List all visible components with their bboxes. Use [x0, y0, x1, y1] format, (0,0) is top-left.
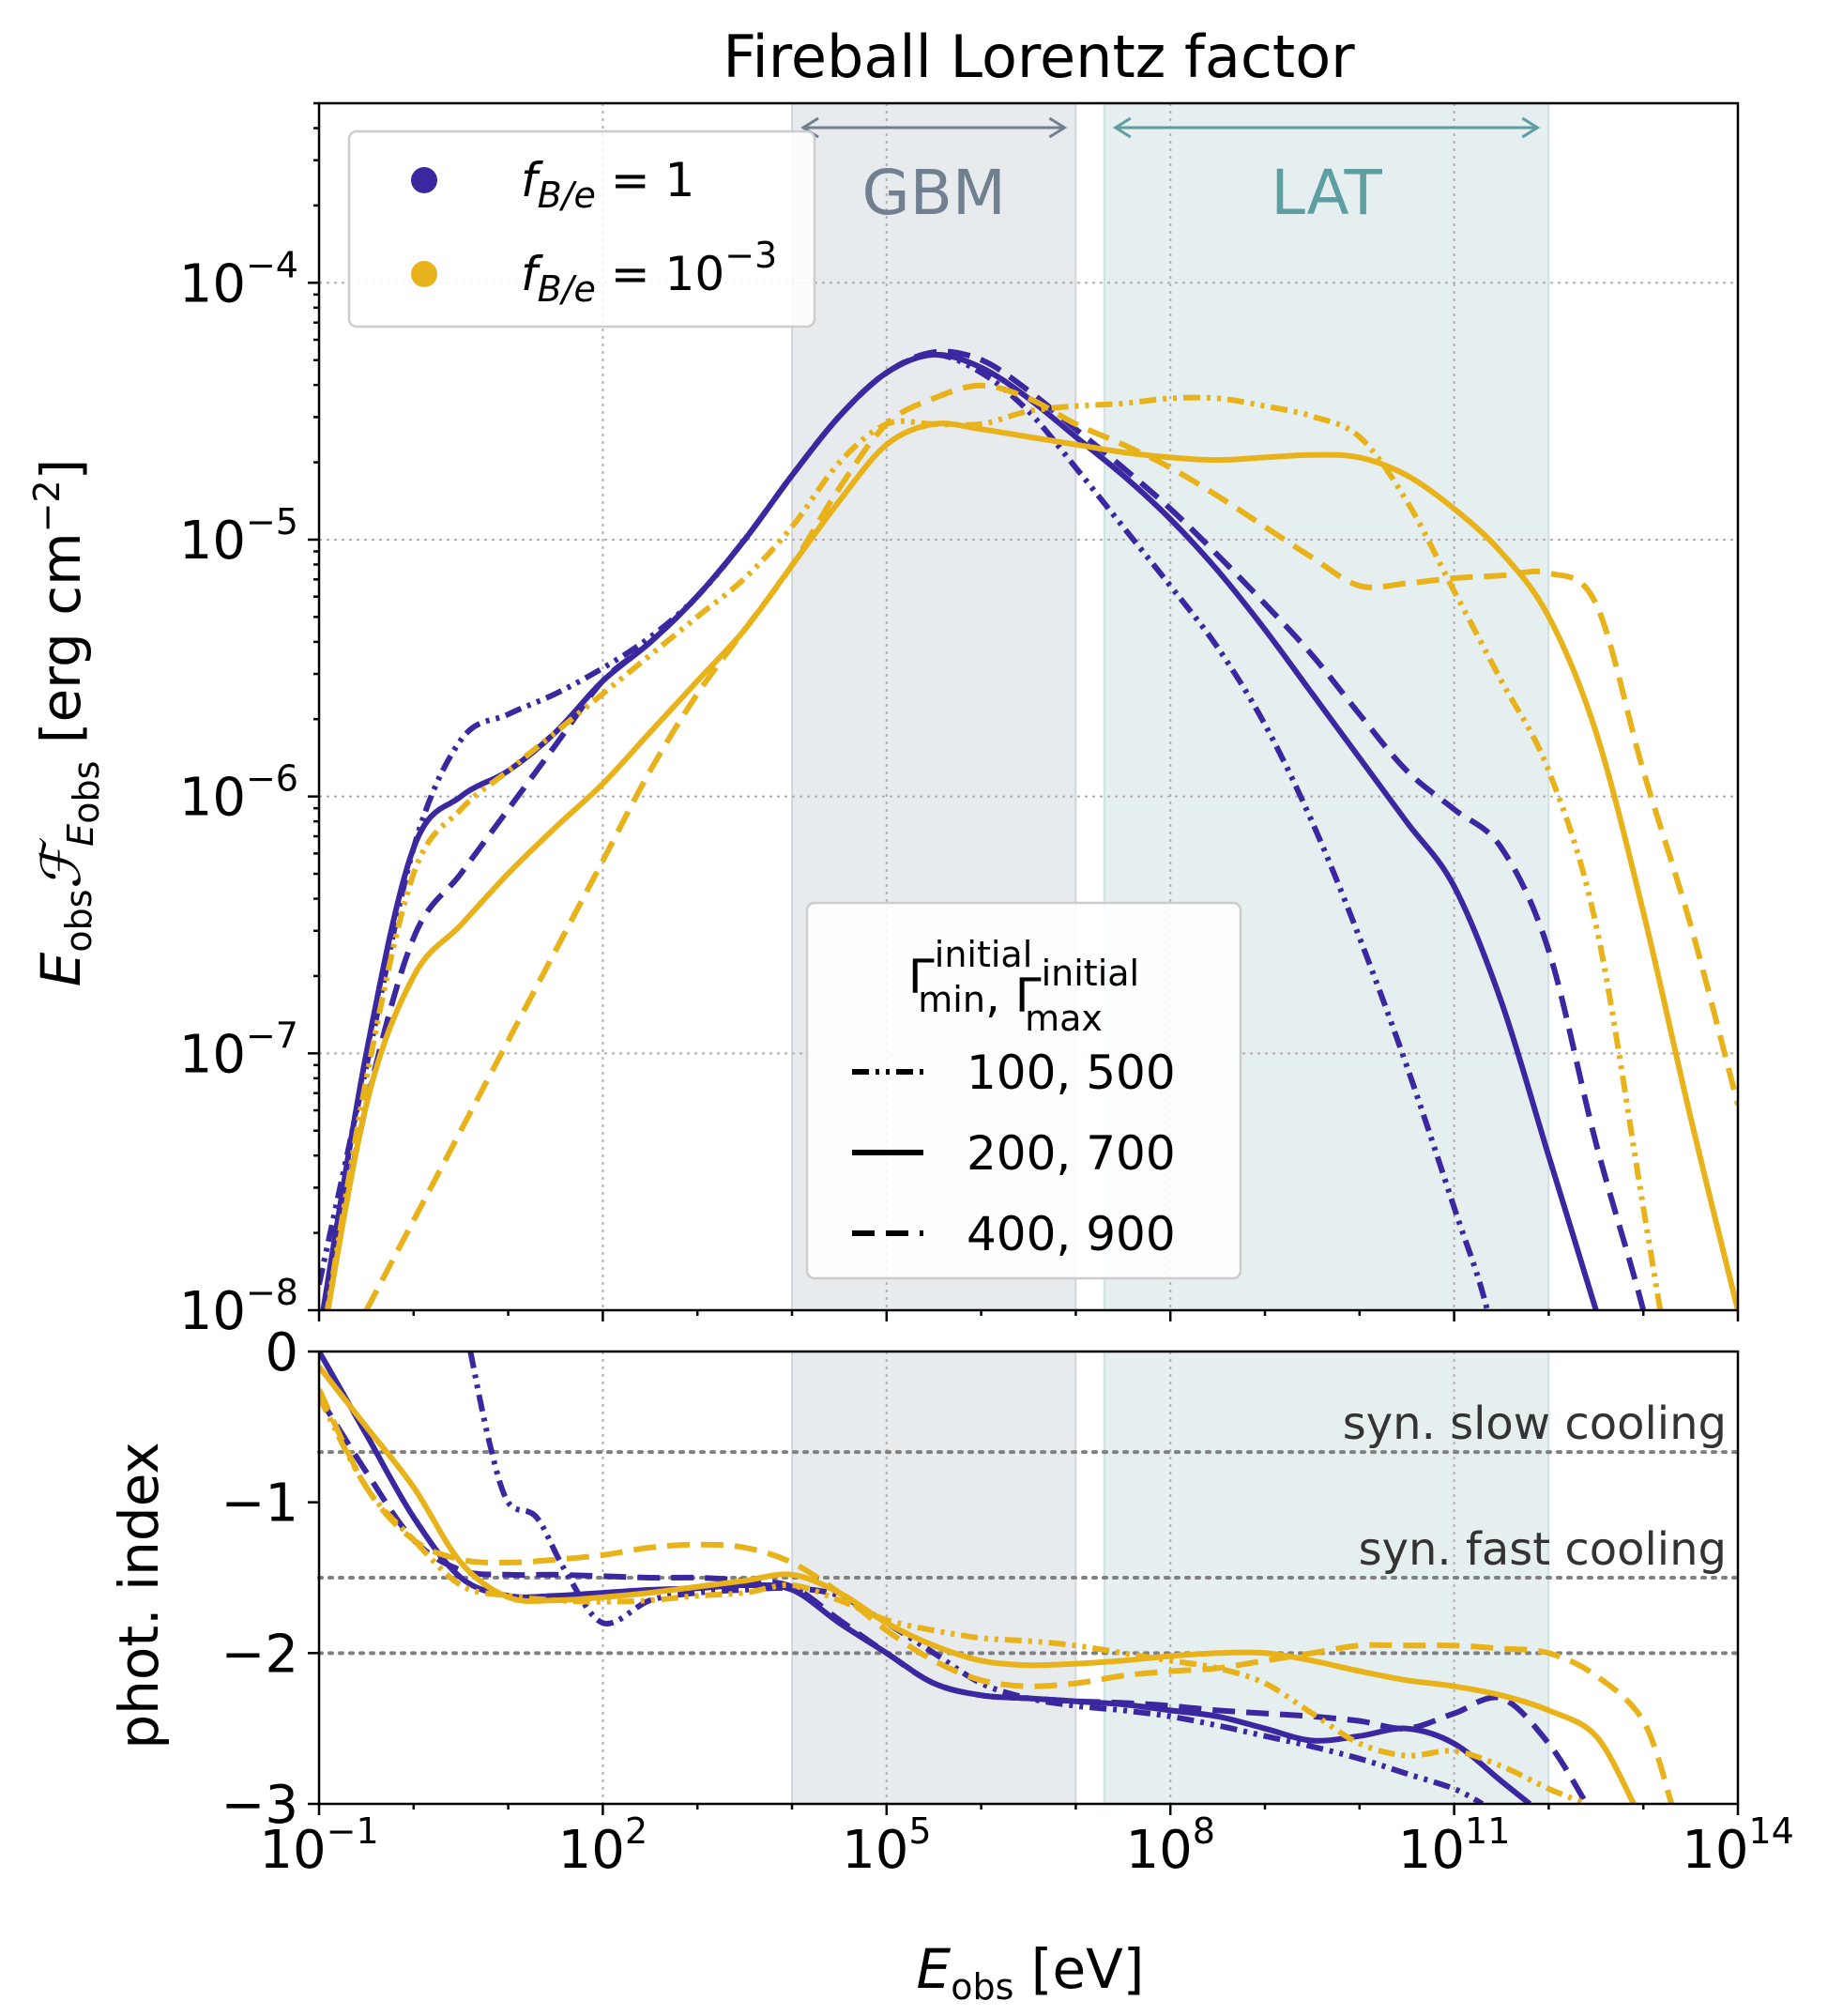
legend-label: fB/e = 10−3	[521, 235, 777, 310]
x-tick-label: 108	[1125, 1810, 1214, 1881]
x-axis-label: Eobs [eV]	[917, 1937, 1145, 2008]
style-legend-title: Γinitial min, Γinitial max	[908, 934, 1139, 1039]
index-y-tick-label: −1	[221, 1474, 298, 1535]
series-line-f1e-3-gamma-100-500	[324, 394, 1664, 1310]
spectrum-plot-frame	[317, 101, 1740, 1312]
legend-marker	[411, 167, 437, 193]
x-tick-label: 105	[842, 1810, 931, 1881]
svg-text:EobsℱEobs [erg cm−2]: EobsℱEobs [erg cm−2]	[26, 459, 107, 987]
y-tick-label: 10−4	[179, 244, 298, 314]
y-tick-label: 10−6	[179, 758, 298, 829]
band-label-lat: LAT	[1271, 157, 1382, 229]
style-legend-label: 200, 700	[967, 1126, 1176, 1181]
style-legend-label: 400, 900	[967, 1207, 1176, 1261]
style-legend-label: 100, 500	[967, 1046, 1176, 1100]
series-line-f1-gamma-100-500	[467, 1352, 1485, 1804]
y-tick-label: 10−7	[179, 1015, 298, 1085]
y-tick-label: 10−5	[179, 501, 298, 572]
spectrum-y-axis-label: EobsℱEobs [erg cm−2]	[26, 459, 107, 987]
series-line-f1-gamma-400-900	[319, 1395, 1590, 1804]
x-tick-label: 102	[558, 1810, 647, 1881]
index-y-tick-label: −2	[221, 1624, 298, 1685]
style-legend: Γinitial min, Γinitial max 100, 500 200, 700…	[805, 901, 1242, 1280]
x-tick-label: 1014	[1682, 1810, 1794, 1881]
svg-text:Eobs [eV]: Eobs [eV]	[917, 1937, 1145, 2008]
index-plot-frame	[317, 1350, 1740, 1806]
band-arrow-lat	[1112, 116, 1541, 139]
chart-title: Fireball Lorentz factor	[723, 23, 1355, 91]
legend-marker	[411, 261, 437, 287]
x-tick-label: 10−1	[259, 1810, 378, 1881]
series-line-f1e-3-gamma-400-900	[319, 1387, 1675, 1804]
x-tick-label: 1011	[1398, 1810, 1511, 1881]
series-line-f1e-3-gamma-100-500	[319, 1395, 1588, 1804]
reference-line-label: syn. fast cooling	[1359, 1523, 1727, 1576]
reference-line-label: syn. slow cooling	[1343, 1397, 1727, 1450]
series-line-f1-gamma-400-900	[321, 348, 1647, 1310]
series-line-f1e-3-gamma-200-700	[325, 420, 1738, 1310]
index-y-axis-label: phot. index	[107, 1442, 171, 1749]
index-y-tick-label: 0	[265, 1322, 298, 1383]
series-line-f1e-3-gamma-200-700	[319, 1365, 1637, 1804]
color-legend: fB/e = 1fB/e = 10−3	[347, 130, 816, 328]
photon-index-panel: syn. slow cooling syn. fast cooling 10−1 10…	[221, 1322, 1793, 1881]
index-y-tick-label: −3	[221, 1775, 298, 1836]
series-line-f1e-3-gamma-400-900	[363, 382, 1738, 1310]
y-tick-label: 10−8	[179, 1272, 298, 1342]
band-label-gbm: GBM	[862, 157, 1006, 229]
